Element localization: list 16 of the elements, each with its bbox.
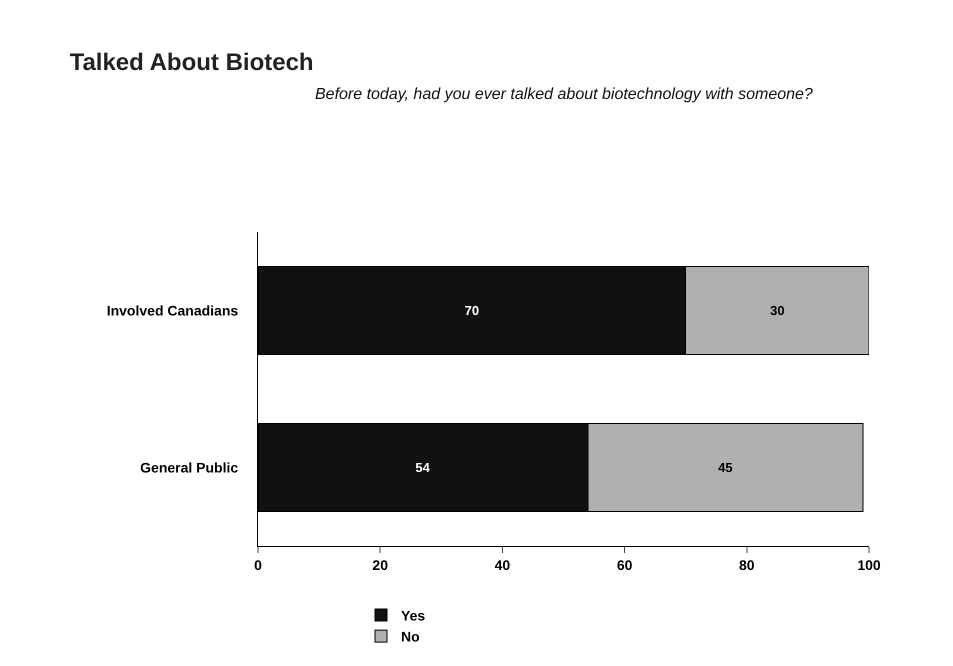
data-label: 54 bbox=[415, 460, 431, 475]
x-tick-label: 80 bbox=[739, 556, 755, 573]
x-tick-label: 100 bbox=[857, 556, 881, 573]
chart-title: Talked About Biotech bbox=[70, 49, 314, 76]
x-tick-label: 40 bbox=[494, 556, 510, 573]
y-tick-label: General Public bbox=[140, 459, 238, 476]
x-tick-label: 0 bbox=[254, 556, 262, 573]
chart-subtitle: Before today, had you ever talked about biotechnology with someone? bbox=[315, 86, 813, 103]
x-tick-label: 60 bbox=[616, 556, 633, 573]
legend-label: No bbox=[401, 628, 420, 645]
data-label: 70 bbox=[464, 303, 480, 318]
legend-label: Yes bbox=[401, 607, 426, 624]
data-label: 30 bbox=[770, 303, 785, 318]
data-label: 45 bbox=[718, 460, 733, 475]
y-tick-label: Involved Canadians bbox=[106, 302, 238, 318]
x-tick-label: 20 bbox=[372, 556, 388, 573]
